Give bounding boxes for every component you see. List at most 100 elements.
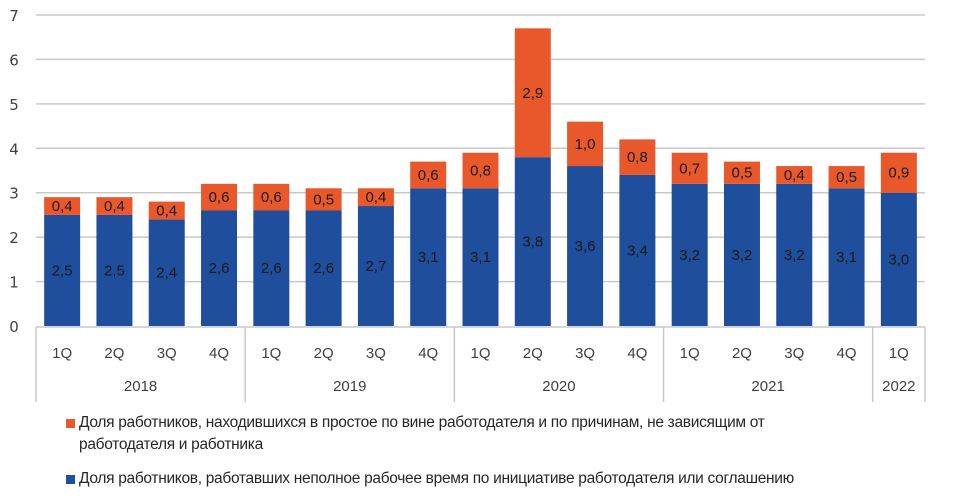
data-label: 3,0: [888, 251, 909, 268]
data-label: 2,5: [52, 262, 73, 279]
legend: Доля работников, находившихся в простое …: [66, 412, 926, 502]
x-axis: 1Q 2Q 3Q 4Q 1Q 2Q 3Q 4Q 1Q 2Q 3Q 4Q 1Q 2Q 3Q 4Q 1Q 2018 20…: [35, 326, 926, 402]
legend-label-part-time: Доля работников, работавших неполное раб…: [79, 470, 794, 487]
bar-segment-downtime: [148, 201, 185, 220]
bar-segment-part-time: [410, 188, 447, 326]
x-tick-label: 4Q: [209, 345, 229, 362]
bar-segment-downtime: [462, 152, 499, 189]
x-group-label: 2022: [882, 378, 915, 395]
bar-segment-downtime: [671, 152, 708, 184]
data-label: 0,4: [156, 202, 177, 219]
bar-segment-part-time: [671, 183, 708, 326]
bar-segment-part-time: [148, 219, 185, 326]
data-label: 0,7: [679, 160, 700, 177]
data-label: 3,1: [470, 249, 491, 266]
bar-segment-part-time: [619, 174, 656, 326]
x-tick-label: 4Q: [418, 345, 438, 362]
bar-segment-part-time: [828, 188, 865, 326]
y-tick-label: 3: [9, 185, 19, 203]
x-tick-label: 1Q: [52, 345, 72, 362]
bar-segment-part-time: [567, 166, 604, 326]
legend-label-downtime: Доля работников, находившихся в простое …: [79, 412, 765, 456]
bar-segment-part-time: [357, 206, 394, 326]
bar-segment-downtime: [828, 166, 865, 189]
x-tick-label: 3Q: [784, 345, 804, 362]
data-label: 2,6: [261, 260, 282, 277]
data-label: 0,5: [836, 169, 857, 186]
x-tick-label: 3Q: [366, 345, 386, 362]
data-label: 0,5: [313, 191, 334, 208]
data-label: 0,9: [888, 165, 909, 182]
bars: [44, 28, 917, 326]
legend-item-part-time: Доля работников, работавших неполное раб…: [66, 468, 926, 490]
x-tick-label: 1Q: [889, 345, 909, 362]
x-tick-label: 1Q: [261, 345, 281, 362]
x-tick-label: 3Q: [157, 345, 177, 362]
data-label: 2,9: [522, 85, 543, 102]
x-tick-label: 2Q: [104, 345, 124, 362]
x-tick-label: 3Q: [575, 345, 595, 362]
data-label: 0,4: [365, 189, 386, 206]
bar-segment-part-time: [880, 192, 917, 326]
x-group-label: 2019: [333, 378, 366, 395]
data-labels: 2,5 0,4 2,5 0,4 2,4 0,4 2,6 0,6 2,6 0,6 2,6 0,5 2,7 0…: [52, 85, 910, 282]
data-label: 3,2: [679, 247, 700, 264]
data-label: 0,5: [732, 165, 753, 182]
data-label: 0,4: [104, 198, 125, 215]
bar-segment-downtime: [514, 28, 551, 158]
legend-item-downtime: Доля работников, находившихся в простое …: [66, 412, 926, 456]
y-tick-label: 1: [9, 274, 19, 292]
x-tick-label: 1Q: [470, 345, 490, 362]
data-label: 0,4: [784, 167, 805, 184]
y-tick-label: 6: [9, 51, 19, 69]
x-group-label: 2020: [542, 378, 575, 395]
bar-segment-downtime: [201, 183, 238, 211]
data-label: 0,8: [627, 149, 648, 166]
data-label: 2,6: [313, 260, 334, 277]
y-tick-label: 5: [9, 96, 19, 114]
bar-segment-downtime: [253, 183, 290, 211]
bar-segment-downtime: [723, 161, 760, 184]
bar-segment-part-time: [514, 157, 551, 326]
data-label: 2,6: [209, 260, 230, 277]
bar-segment-downtime: [619, 139, 656, 175]
x-tick-label: 2Q: [732, 345, 752, 362]
data-label: 3,6: [575, 238, 596, 255]
x-tick-label: 2Q: [314, 345, 334, 362]
x-group-label: 2018: [124, 378, 157, 395]
bar-segment-part-time: [305, 210, 342, 326]
y-tick-label: 2: [9, 229, 19, 247]
bar-segment-downtime: [776, 166, 813, 184]
legend-swatch-orange: [66, 419, 75, 428]
data-label: 1,0: [575, 136, 596, 153]
legend-swatch-blue: [66, 475, 75, 484]
legend-text-line2: работодателя и работника: [79, 436, 263, 453]
bar-segment-part-time: [723, 183, 760, 326]
data-label: 0,4: [52, 198, 73, 215]
bar-segment-downtime: [44, 197, 81, 215]
data-label: 3,8: [522, 234, 543, 251]
data-label: 3,1: [418, 249, 439, 266]
bar-segment-part-time: [462, 188, 499, 326]
data-label: 0,6: [418, 167, 439, 184]
data-label: 3,4: [627, 242, 648, 259]
x-tick-label: 4Q: [627, 345, 647, 362]
bar-segment-downtime: [357, 188, 394, 207]
legend-text-line1: Доля работников, находившихся в простое …: [79, 414, 765, 431]
data-label: 0,8: [470, 163, 491, 180]
data-label: 0,6: [261, 189, 282, 206]
bar-segment-part-time: [44, 214, 81, 326]
bar-segment-downtime: [880, 152, 917, 193]
data-label: 2,5: [104, 262, 125, 279]
x-tick-label: 2Q: [523, 345, 543, 362]
bar-segment-part-time: [201, 210, 238, 326]
bar-segment-downtime: [96, 197, 133, 215]
y-tick-label: 7: [9, 7, 19, 25]
x-group-label: 2021: [751, 378, 784, 395]
x-tick-label: 1Q: [680, 345, 700, 362]
data-label: 3,2: [784, 247, 805, 264]
data-label: 3,1: [836, 249, 857, 266]
bar-segment-part-time: [776, 183, 813, 326]
bar-segment-downtime: [305, 188, 342, 211]
y-tick-label: 4: [9, 140, 19, 158]
